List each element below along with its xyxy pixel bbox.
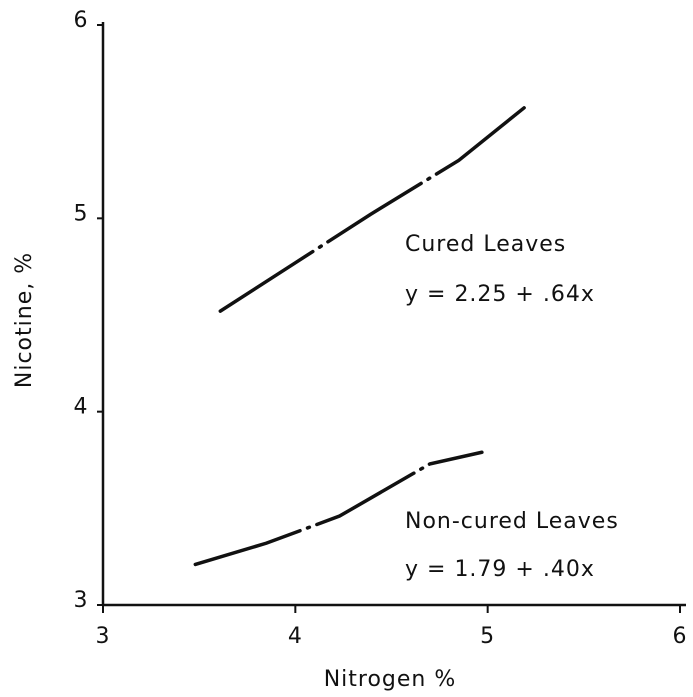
y-tick-label: 5 [74,201,89,226]
y-tick-label: 3 [74,588,89,613]
y-axis-label: Nicotine, % [12,252,37,388]
x-tick-label: 6 [673,624,688,649]
data-line [193,450,484,567]
series-label: Cured Leaves [405,232,566,257]
x-tick-label: 5 [480,624,495,649]
data-line [218,104,528,313]
series-equation: y = 2.25 + .64x [405,282,595,307]
y-tick-label: 4 [74,395,89,420]
x-tick-label: 4 [288,624,303,649]
x-tick-label: 3 [96,624,111,649]
x-axis-label: Nitrogen % [324,667,457,692]
series-label: Non-cured Leaves [405,509,619,534]
y-tick-label: 6 [74,8,89,33]
series-equation: y = 1.79 + .40x [405,557,595,582]
